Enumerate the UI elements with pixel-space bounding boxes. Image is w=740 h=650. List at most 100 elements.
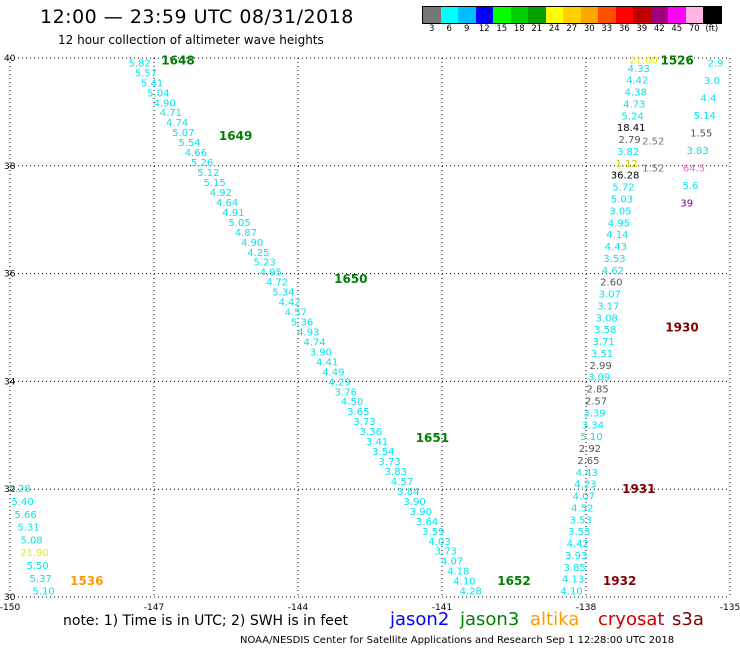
wave-height-value: 4.38	[625, 88, 647, 99]
wave-height-value: 4.07	[573, 492, 595, 503]
wave-height-value: 4.42	[278, 298, 300, 309]
wave-height-value: 4.64	[216, 198, 238, 209]
wave-height-value: 3.53	[568, 527, 590, 538]
wave-height-value: 3.65	[347, 407, 369, 418]
wave-height-value: 2.92	[579, 444, 601, 455]
wave-height-value: 4.72	[266, 278, 288, 289]
color-scale-label: 45	[671, 24, 683, 34]
wave-height-value: 3.82	[617, 147, 639, 158]
wave-height-value: 3.73	[435, 547, 457, 558]
wave-height-value: 4.43	[576, 468, 598, 479]
wave-height-value: 4.4	[700, 93, 716, 104]
time-label: 1649	[219, 129, 252, 143]
color-swatch	[633, 7, 651, 23]
wave-height-value: 4.91	[222, 208, 244, 219]
wave-height-value: 4.52	[571, 503, 593, 514]
wave-height-value: 1.52	[642, 163, 664, 174]
wave-height-value: 4.42	[567, 539, 589, 550]
wave-height-value: 36.28	[611, 171, 640, 182]
wave-height-value: 4.50	[341, 397, 363, 408]
wave-height-value: 5.54	[178, 138, 200, 149]
time-label: 1651	[416, 431, 449, 445]
color-swatch	[668, 7, 686, 23]
color-swatch	[685, 7, 703, 23]
wave-height-value: 3.41	[366, 437, 388, 448]
wave-height-value: 3.17	[597, 301, 619, 312]
wave-height-value: 4.71	[160, 108, 182, 119]
wave-height-value: 4.73	[623, 99, 645, 110]
color-scale-label: 6	[446, 24, 452, 34]
wave-height-value: 5.08	[20, 535, 42, 546]
wave-height-value: 5.57	[135, 68, 157, 79]
wave-height-value: 3.90	[403, 497, 425, 508]
wave-height-value: 5.37	[29, 574, 51, 585]
wave-height-value: 3.84	[397, 487, 419, 498]
wave-height-value: 21.60	[629, 56, 658, 67]
color-scale-label: 33	[601, 24, 613, 34]
time-label: 1932	[603, 574, 636, 588]
wave-height-value: 2.9	[708, 58, 724, 69]
wave-height-value: 5.12	[197, 168, 219, 179]
time-label: 1648	[161, 54, 194, 68]
wave-height-value: 3.54	[372, 447, 394, 458]
time-label: 1652	[497, 574, 530, 588]
color-swatch	[703, 7, 721, 23]
color-scale-label: (ft)	[705, 24, 719, 34]
wave-height-value: 3.08	[596, 313, 618, 324]
wave-height-value: 4.25	[247, 248, 269, 259]
x-tick-label: -147	[144, 603, 164, 613]
wave-height-value: 4.90	[153, 98, 175, 109]
color-scale-label: 18	[513, 24, 525, 34]
color-scale-label: 36	[618, 24, 630, 34]
x-tick-label: -144	[288, 603, 309, 613]
legend-jason2: jason2	[390, 609, 450, 630]
wave-height-value: 2.85	[586, 385, 608, 396]
color-swatch	[545, 7, 563, 23]
color-swatch	[458, 7, 476, 23]
wave-height-value: 3.34	[582, 420, 604, 431]
wave-height-value: 3.53	[603, 254, 625, 265]
wave-height-value: 3.85	[564, 563, 586, 574]
wave-height-value: 3.73	[353, 417, 375, 428]
color-scale-label: 15	[496, 24, 508, 34]
wave-height-value: 4.87	[235, 228, 257, 239]
time-label: 1930	[665, 321, 698, 335]
wave-height-value: 5.24	[622, 111, 644, 122]
wave-height-value: 4.92	[210, 188, 232, 199]
wave-height-value: 3.76	[335, 387, 357, 398]
color-swatch	[440, 7, 458, 23]
wave-height-value: 5.31	[17, 523, 39, 534]
axes: -150 -147 -144 -141 -138 -135 30 32 34 36 38 40	[0, 54, 740, 613]
wave-height-value: 3.51	[591, 349, 613, 360]
color-swatch	[580, 7, 598, 23]
wave-height-value: 2.57	[585, 396, 607, 407]
color-scale-label: 30	[583, 24, 595, 34]
wave-height-value: 4.41	[316, 357, 338, 368]
color-swatch	[475, 7, 493, 23]
wave-height-value: 1.12	[615, 159, 637, 170]
wave-height-value: 5.41	[141, 78, 163, 89]
color-scale-label: 42	[653, 24, 665, 34]
wave-height-value: 4.03	[428, 537, 450, 548]
wave-height-value: 4.23	[574, 480, 596, 491]
wave-height-value: 5.34	[272, 288, 294, 299]
wave-height-value: 5.05	[228, 218, 250, 229]
wave-height-value: 5.26	[191, 158, 213, 169]
wave-height-value: 4.90	[241, 238, 263, 249]
x-tick-label: -150	[0, 603, 20, 613]
wave-height-value: 4.95	[260, 268, 282, 279]
color-swatch	[615, 7, 633, 23]
data-points: 5.825.575.415.044.904.714.745.075.544.66…	[8, 54, 723, 598]
color-scale-label: 21	[531, 24, 543, 34]
wave-height-value: 5.6	[682, 181, 698, 192]
wave-height-value: 4.49	[322, 367, 344, 378]
color-scale-label: 39	[636, 24, 648, 34]
color-scale-label: 27	[566, 24, 578, 34]
wave-height-value: 5.07	[172, 128, 194, 139]
wave-height-value: 3.39	[583, 408, 605, 419]
wave-height-value: 5.40	[11, 497, 33, 508]
y-tick-label: 38	[4, 162, 16, 172]
wave-height-value: 5.82	[128, 58, 150, 69]
color-scale-label: 9	[464, 24, 470, 34]
